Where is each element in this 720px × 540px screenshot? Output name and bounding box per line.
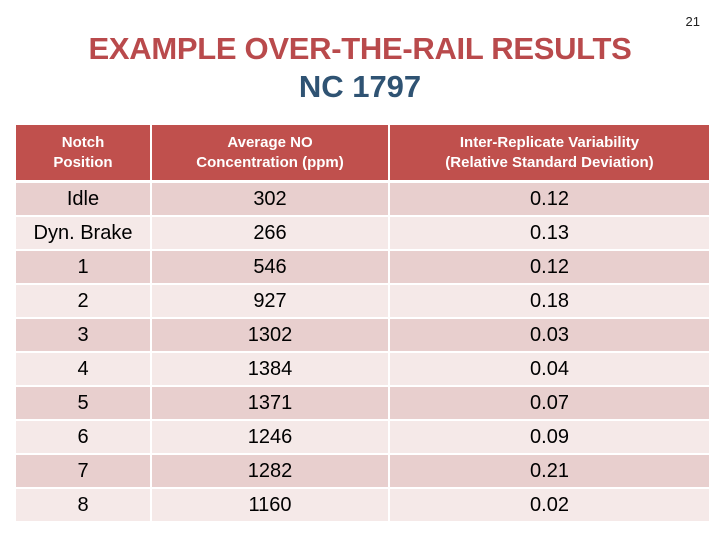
concentration-cell: 546 — [150, 249, 390, 285]
concentration-cell: 1384 — [150, 351, 390, 387]
table-row: 5 1371 0.07 — [14, 385, 711, 421]
results-table: Notch Position Average NO Concentration … — [14, 123, 711, 523]
variability-cell: 0.07 — [388, 385, 711, 421]
variability-cell: 0.12 — [388, 249, 711, 285]
header-line: Average NO — [227, 133, 313, 151]
header-notch-position: Notch Position — [14, 123, 152, 183]
notch-cell: 6 — [14, 419, 152, 455]
table-row: 2 927 0.18 — [14, 283, 711, 319]
notch-cell: 3 — [14, 317, 152, 353]
header-line: Position — [53, 153, 113, 171]
notch-cell: 4 — [14, 351, 152, 387]
variability-cell: 0.03 — [388, 317, 711, 353]
concentration-cell: 1282 — [150, 453, 390, 489]
variability-cell: 0.04 — [388, 351, 711, 387]
variability-cell: 0.09 — [388, 419, 711, 455]
variability-cell: 0.18 — [388, 283, 711, 319]
concentration-cell: 266 — [150, 215, 390, 251]
table-header-row: Notch Position Average NO Concentration … — [14, 123, 711, 183]
table-row: 4 1384 0.04 — [14, 351, 711, 387]
title-line-2: NC 1797 — [298, 69, 422, 104]
header-line: (Relative Standard Deviation) — [445, 153, 654, 171]
concentration-cell: 927 — [150, 283, 390, 319]
notch-cell: 1 — [14, 249, 152, 285]
table-row: 6 1246 0.09 — [14, 419, 711, 455]
page-title: EXAMPLE OVER-THE-RAIL RESULTS NC 1797 — [0, 30, 720, 106]
table-row: Dyn. Brake 266 0.13 — [14, 215, 711, 251]
table-row: 8 1160 0.02 — [14, 487, 711, 523]
concentration-cell: 1371 — [150, 385, 390, 421]
header-variability: Inter-Replicate Variability (Relative St… — [388, 123, 711, 183]
table-row: 1 546 0.12 — [14, 249, 711, 285]
title-line-1: EXAMPLE OVER-THE-RAIL RESULTS — [88, 31, 632, 66]
notch-cell: Dyn. Brake — [14, 215, 152, 251]
concentration-cell: 1160 — [150, 487, 390, 523]
header-line: Notch — [61, 133, 105, 151]
table-row: Idle 302 0.12 — [14, 180, 711, 217]
concentration-cell: 1246 — [150, 419, 390, 455]
notch-cell: 5 — [14, 385, 152, 421]
notch-cell: 7 — [14, 453, 152, 489]
table-row: 3 1302 0.03 — [14, 317, 711, 353]
concentration-cell: 1302 — [150, 317, 390, 353]
page-number: 21 — [685, 14, 700, 29]
notch-cell: Idle — [14, 180, 152, 217]
variability-cell: 0.13 — [388, 215, 711, 251]
notch-cell: 8 — [14, 487, 152, 523]
variability-cell: 0.02 — [388, 487, 711, 523]
header-line: Concentration (ppm) — [196, 153, 344, 171]
notch-cell: 2 — [14, 283, 152, 319]
concentration-cell: 302 — [150, 180, 390, 217]
header-line: Inter-Replicate Variability — [459, 133, 640, 151]
variability-cell: 0.12 — [388, 180, 711, 217]
variability-cell: 0.21 — [388, 453, 711, 489]
header-average-no: Average NO Concentration (ppm) — [150, 123, 390, 183]
table-row: 7 1282 0.21 — [14, 453, 711, 489]
